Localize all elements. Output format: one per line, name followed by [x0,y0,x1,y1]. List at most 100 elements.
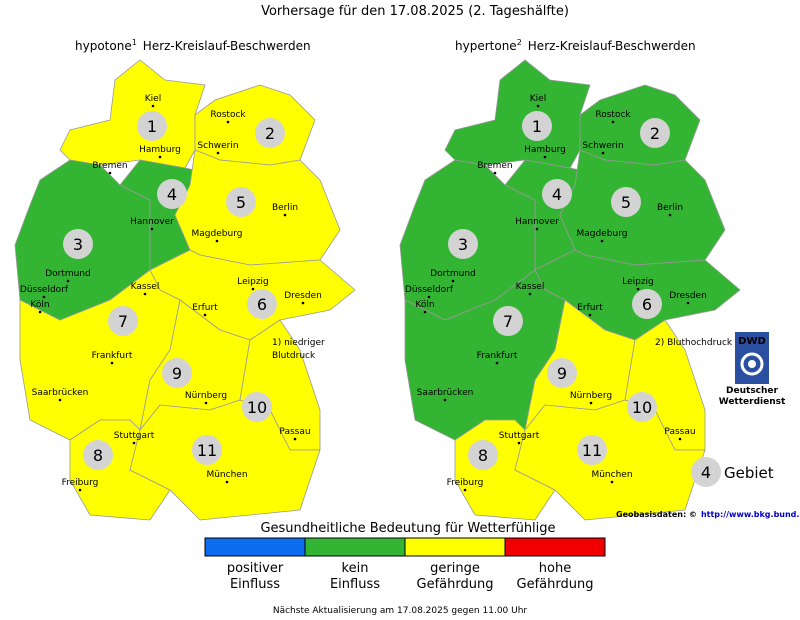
city-dot [204,401,208,405]
legend-label: Einfluss [230,577,280,592]
city-label: Erfurt [577,303,603,313]
city-label: Schwerin [582,141,623,151]
region-number: 5 [621,193,631,212]
city-dot [589,401,593,405]
region-badge [242,392,272,422]
region-badge [611,187,641,217]
city-label: Freiburg [62,478,99,488]
region [514,399,706,521]
legend-label: Gefährdung [417,577,494,592]
region-number: 6 [642,295,652,314]
city-dot [535,227,539,231]
city-label: Frankfurt [477,351,518,361]
region-badge [226,187,256,217]
key-number: 4 [701,463,711,482]
city-label: Magdeburg [577,229,628,239]
city-dot [78,488,82,492]
region-badge [632,289,662,319]
city-label: Frankfurt [92,351,133,361]
city-label: Düsseldorf [405,285,454,295]
city-dot [108,171,112,175]
city-label: Hamburg [139,145,181,155]
city-label: Hamburg [524,145,566,155]
city-dot [463,488,467,492]
footnote: 1) niedriger [272,338,325,348]
city-dot [225,480,229,484]
city-label: Berlin [272,203,298,213]
region-badge [547,358,577,388]
city-label: Bremen [477,161,512,171]
logo-swirl [740,352,764,376]
city-label: Nürnberg [570,391,612,401]
city-label: Passau [664,427,695,437]
city-dot [132,441,136,445]
city-dot [636,287,640,291]
region-number: 1 [147,117,157,136]
city-label: Stuttgart [114,431,155,441]
city-dot [601,151,605,155]
city-label: Köln [415,300,434,310]
source: Geobasisdaten: © http://www.bkg.bund.de [616,510,800,519]
city-dot [226,120,230,124]
map-name: hypertone [455,39,517,53]
city-label: Saarbrücken [32,388,89,398]
city-label: Kassel [516,282,545,292]
region [174,149,341,266]
region-number: 3 [73,235,83,254]
city-dot [611,120,615,124]
city-dot [678,437,682,441]
map: hypertone2 Herz-Kreislauf-BeschwerdenKiel… [399,38,741,521]
city-dot [283,213,287,217]
region-badge [640,118,670,148]
footnote: Blutdruck [272,351,316,361]
title: Vorhersage für den 17.08.2025 (2. Tagesh… [261,4,569,19]
city-label: München [206,470,247,480]
city-dot [203,313,207,317]
city-dot [110,361,114,365]
city-label: Schwerin [197,141,238,151]
city-label: Hannover [130,217,174,227]
city-label: Freiburg [447,478,484,488]
source-link: http://www.bkg.bund.de [701,510,800,519]
city-label: Nürnberg [185,391,227,401]
city-label: Magdeburg [192,229,243,239]
region-number: 11 [197,441,217,460]
city-dot [58,398,62,402]
region-number: 11 [582,441,602,460]
city-label: Dresden [284,291,322,301]
region-badge [522,111,552,141]
region-badge [577,435,607,465]
city-dot [216,151,220,155]
region-badge [108,306,138,336]
city-label: Saarbrücken [417,388,474,398]
city-dot [686,301,690,305]
map-subtitle: Herz-Kreislauf-Beschwerden [528,39,696,53]
region [444,59,591,169]
legend-label: Gefährdung [517,577,594,592]
region [129,399,321,521]
legend-swatch [504,537,606,557]
city-dot [443,398,447,402]
map-subtitle: Herz-Kreislauf-Beschwerden [143,39,311,53]
city-dot [66,279,70,283]
city-dot [536,104,540,108]
city-dot [528,292,532,296]
region-number: 7 [503,312,513,331]
logo-swirl [748,360,756,368]
legend-swatch [204,537,306,557]
city-dot [495,361,499,365]
region-badge [192,435,222,465]
region-badge [542,179,572,209]
footnote-mark: 2 [517,38,522,47]
city-label: Dortmund [45,269,91,279]
city-label: Leipzig [622,277,654,287]
legend-label: kein [342,561,369,576]
region-badge [448,229,478,259]
city-label: Kiel [530,94,546,104]
region-number: 8 [478,446,488,465]
legend-title: Gesundheitliche Bedeutung für Wetterfühl… [260,521,555,536]
city-dot [251,287,255,291]
legend-label: Einfluss [330,577,380,592]
region-badge [157,179,187,209]
region-number: 2 [650,124,660,143]
